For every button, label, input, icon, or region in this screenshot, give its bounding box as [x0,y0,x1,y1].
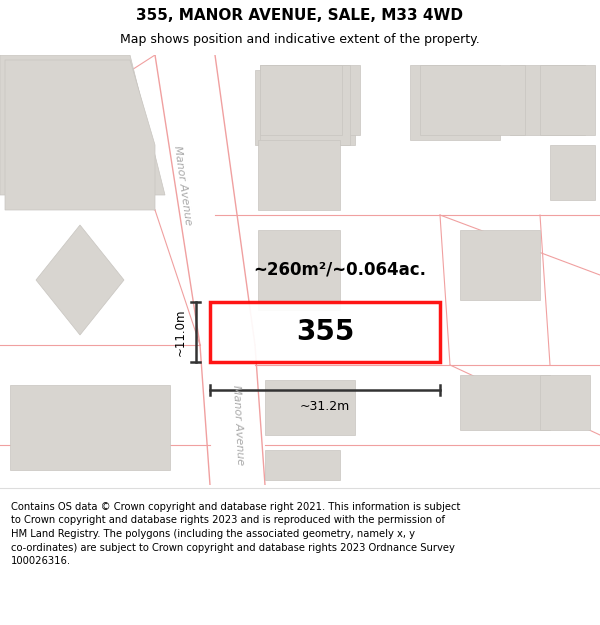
Polygon shape [10,385,170,470]
Polygon shape [410,65,500,140]
Polygon shape [5,60,155,210]
Polygon shape [155,55,255,345]
Polygon shape [550,145,595,200]
Polygon shape [540,375,590,430]
Polygon shape [200,345,265,485]
Polygon shape [510,65,585,135]
Text: Manor Avenue: Manor Avenue [231,384,245,466]
Polygon shape [0,55,165,195]
Polygon shape [260,65,342,135]
Text: 355, MANOR AVENUE, SALE, M33 4WD: 355, MANOR AVENUE, SALE, M33 4WD [137,8,464,23]
Text: Contains OS data © Crown copyright and database right 2021. This information is : Contains OS data © Crown copyright and d… [11,502,460,566]
Polygon shape [36,225,124,335]
Text: Manor Avenue: Manor Avenue [172,144,194,226]
Text: ~31.2m: ~31.2m [300,401,350,414]
Polygon shape [255,70,355,145]
Polygon shape [260,65,350,145]
Polygon shape [540,65,595,135]
Polygon shape [420,65,525,135]
Polygon shape [460,375,550,430]
Polygon shape [265,380,355,435]
Polygon shape [265,450,340,480]
Text: Map shows position and indicative extent of the property.: Map shows position and indicative extent… [120,33,480,46]
Text: 355: 355 [296,318,354,346]
Polygon shape [258,140,340,210]
Text: ~260m²/~0.064ac.: ~260m²/~0.064ac. [254,261,427,279]
Polygon shape [460,230,540,300]
Polygon shape [258,230,340,310]
Text: ~11.0m: ~11.0m [173,308,187,356]
Polygon shape [265,65,360,135]
Bar [210,302,440,362]
